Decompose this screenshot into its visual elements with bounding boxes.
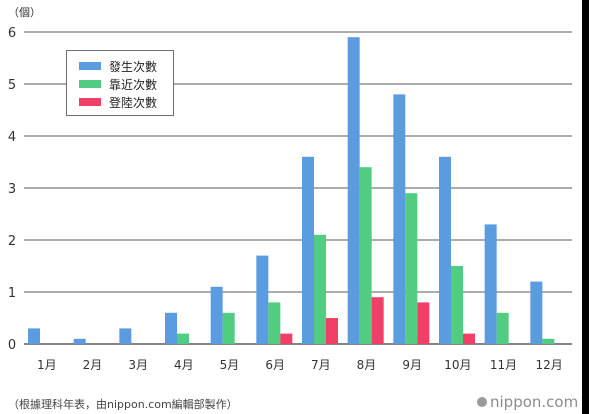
bar-series-3 (371, 297, 384, 344)
bar-series-1 (256, 255, 269, 344)
legend-item-series-3: 登陸次數 (79, 94, 157, 110)
window-edge (582, 0, 589, 414)
source-note: （根據理科年表，由nippon.com編輯部製作） (8, 398, 238, 411)
x-tick-label: 2月 (83, 358, 103, 372)
bar-series-1 (347, 37, 360, 344)
y-tick-label: 2 (8, 234, 16, 249)
bar-series-2 (268, 302, 281, 344)
y-tick-label: 5 (8, 78, 16, 93)
bar-series-1 (73, 338, 86, 344)
y-axis-ticks: 0 1 2 3 4 5 6 (8, 26, 16, 353)
x-tick-label: 1月 (37, 358, 57, 372)
bar-series-1 (393, 94, 406, 345)
bar-series-1 (28, 328, 40, 344)
bar-series-3 (280, 333, 293, 344)
bar-series-3 (326, 318, 338, 344)
legend-swatch-series-1 (79, 62, 101, 70)
bar-series-3 (417, 302, 430, 344)
legend-swatch-series-2 (79, 80, 101, 88)
bar-series-2 (542, 338, 555, 344)
y-tick-label: 3 (8, 182, 16, 197)
bars (28, 37, 555, 345)
legend-item-series-2: 靠近次數 (79, 76, 157, 92)
bar-series-1 (302, 156, 314, 344)
legend-item-series-1: 發生次數 (79, 58, 157, 74)
brand-dot-icon (477, 397, 487, 407)
bar-series-2 (314, 234, 326, 344)
legend-swatch-series-3 (79, 98, 101, 106)
x-tick-label: 5月 (220, 358, 240, 372)
bar-series-2 (359, 167, 372, 344)
bar-series-1 (210, 286, 223, 344)
x-axis-ticks: 1月 2月 3月 4月 5月 6月 7月 8月 9月 10月 11月 12月 (37, 358, 563, 372)
y-tick-label: 0 (8, 338, 16, 353)
bar-series-1 (530, 281, 543, 344)
brand-name: nippon.com (490, 393, 579, 411)
x-tick-label: 10月 (444, 358, 471, 372)
bar-series-2 (451, 266, 463, 344)
bar-series-1 (119, 328, 132, 344)
bar-series-2 (496, 312, 509, 344)
brand-logo: nippon.com (477, 393, 578, 411)
x-tick-label: 9月 (402, 358, 422, 372)
x-tick-label: 8月 (357, 358, 377, 372)
x-tick-label: 6月 (265, 358, 285, 372)
legend-label-series-3: 登陸次數 (109, 95, 158, 110)
x-tick-label: 3月 (128, 358, 148, 372)
y-tick-label: 6 (8, 26, 16, 41)
bar-series-2 (405, 193, 418, 344)
bar-series-1 (165, 312, 177, 344)
bar-series-1 (439, 156, 451, 344)
bar-series-1 (484, 224, 497, 344)
bar-series-2 (222, 312, 235, 344)
chart-legend: 發生次數 靠近次數 登陸次數 (66, 50, 174, 116)
legend-label-series-1: 發生次數 (109, 59, 158, 74)
bar-series-3 (463, 333, 475, 344)
x-tick-label: 4月 (174, 358, 194, 372)
x-tick-label: 12月 (536, 358, 563, 372)
y-unit-label: （個） (8, 6, 41, 19)
y-tick-label: 4 (8, 130, 16, 145)
bar-series-2 (177, 333, 189, 344)
legend-label-series-2: 靠近次數 (109, 77, 158, 92)
y-tick-label: 1 (8, 286, 16, 301)
x-tick-label: 7月 (311, 358, 331, 372)
x-tick-label: 11月 (490, 358, 517, 372)
